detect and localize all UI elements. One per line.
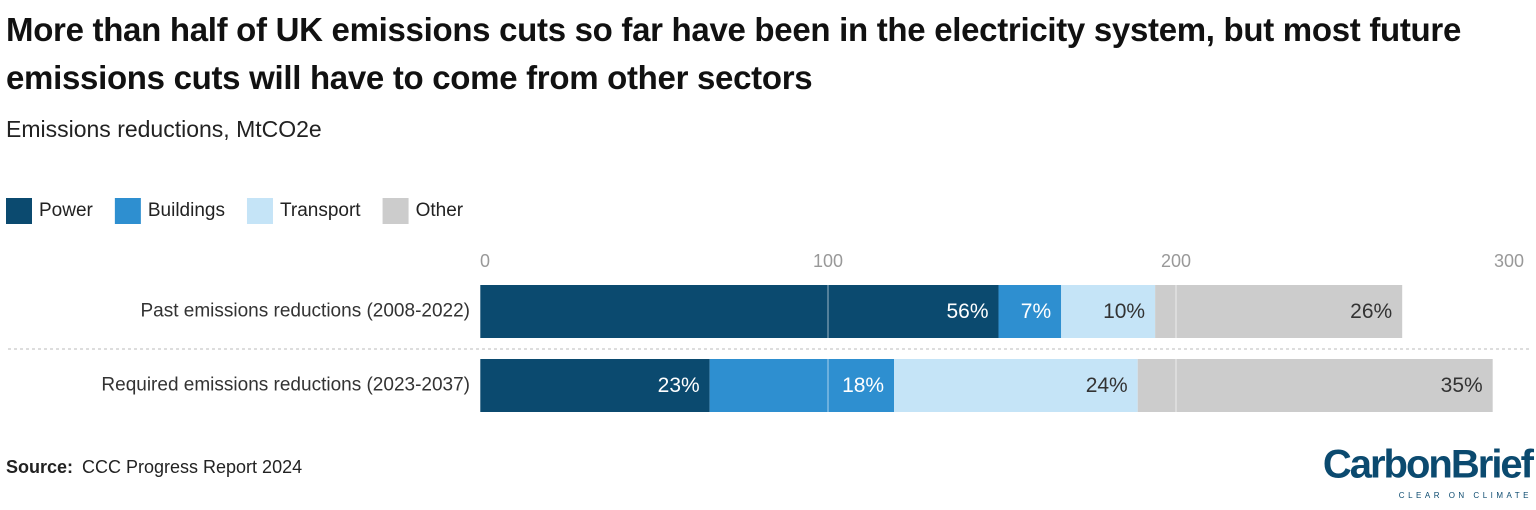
legend-label: Transport — [280, 200, 361, 221]
chart-title: More than half of UK emissions cuts so f… — [6, 11, 1462, 96]
legend-label: Power — [39, 200, 94, 221]
bar-segment — [480, 285, 999, 338]
source-label: Source: — [6, 457, 73, 477]
x-tick-label: 100 — [813, 251, 843, 271]
bar-segment — [1155, 285, 1403, 338]
bar-segment — [480, 359, 710, 412]
bar-segment — [998, 285, 1062, 338]
x-tick-label: 300 — [1494, 251, 1524, 271]
bar-segment — [1137, 359, 1493, 412]
legend-swatch — [246, 198, 273, 224]
bar-segment — [709, 359, 895, 412]
source: CCC Progress Report 2024 — [82, 457, 302, 477]
category-label: Required emissions reductions (2023-2037… — [101, 375, 470, 396]
value-label: 35% — [1441, 374, 1483, 397]
legend-swatch — [382, 198, 409, 224]
value-label: 24% — [1086, 374, 1128, 397]
value-label: 26% — [1350, 300, 1392, 323]
logo-tagline: CLEAR ON CLIMATE — [1399, 491, 1532, 500]
logo: CarbonBrief — [1323, 443, 1535, 487]
legend-label: Buildings — [148, 200, 225, 221]
x-tick-label: 200 — [1161, 251, 1191, 271]
category-label: Past emissions reductions (2008-2022) — [140, 301, 470, 322]
title-box: More than half of UK emissions cuts so f… — [6, 11, 1462, 96]
chart-subtitle: Emissions reductions, MtCO2e — [6, 116, 322, 142]
value-label: 7% — [1021, 300, 1051, 323]
legend-swatch — [114, 198, 141, 224]
value-label: 10% — [1103, 300, 1145, 323]
x-tick-label: 0 — [480, 251, 490, 271]
bar-segment — [1061, 285, 1156, 338]
value-label: 23% — [658, 374, 700, 397]
legend-label: Other — [416, 200, 464, 221]
legend-swatch — [6, 198, 32, 224]
bar-segment — [894, 359, 1138, 412]
value-label: 56% — [946, 300, 988, 323]
value-label: 18% — [842, 374, 884, 397]
